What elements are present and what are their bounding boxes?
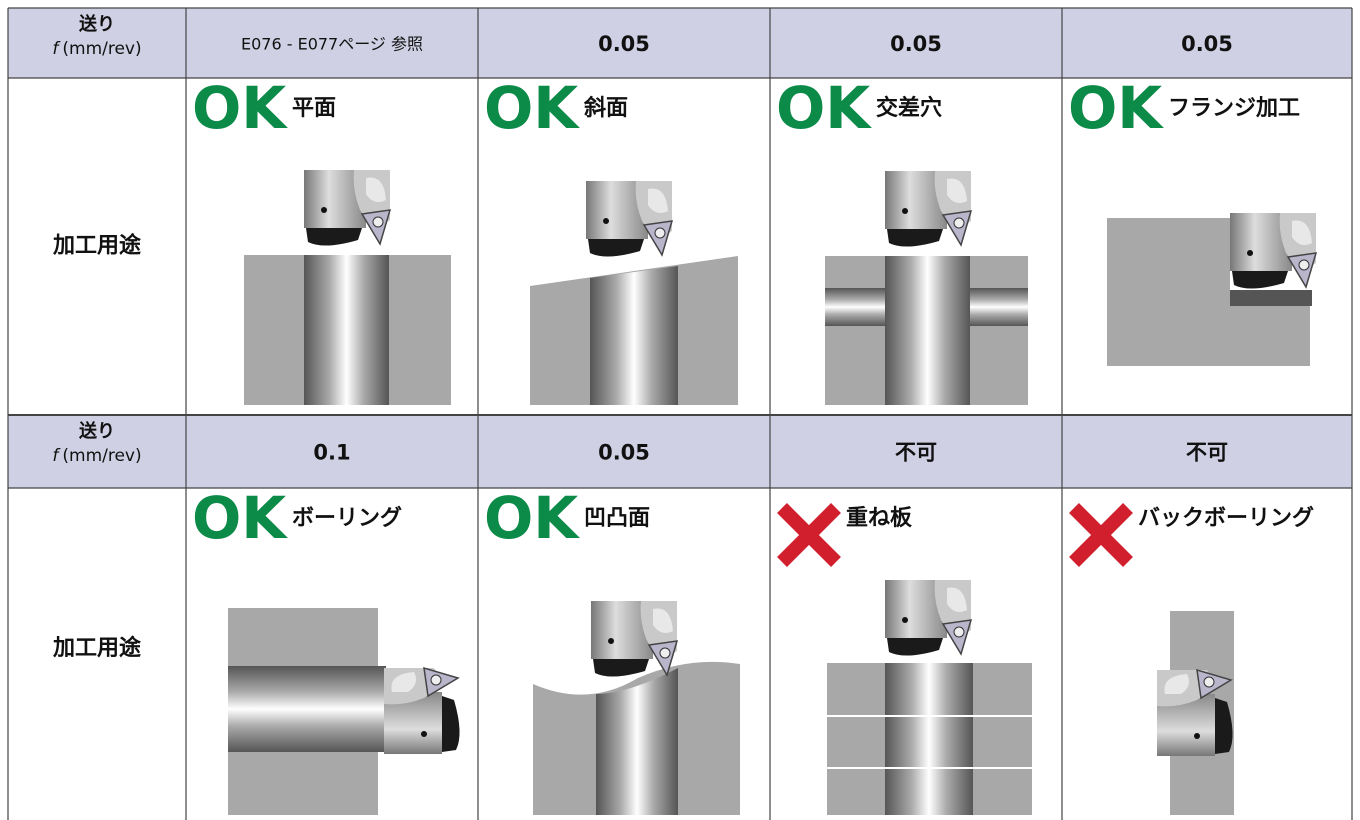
feed-label: 送り [78,13,115,35]
feed-label: 送り [78,420,115,442]
tool-tip [306,228,362,246]
use-label: 平面 [292,96,336,121]
use-label: 凹凸面 [584,506,650,531]
feed-symbol: f [52,446,61,466]
tool-tip [1230,290,1312,306]
illustration [530,181,738,405]
tool-neck-shade [391,672,416,692]
illustration [244,170,451,405]
bore [590,266,678,405]
tool-neck-shade [653,608,673,633]
use-label: 斜面 [583,95,628,121]
tool [591,601,679,677]
bore [885,256,970,405]
tool-hole [608,638,614,644]
tool-neck-shade [947,178,967,203]
tool-tip [1232,271,1288,289]
insert-screw [1203,676,1215,688]
tool-tip [1215,698,1233,754]
illustration [1157,611,1234,815]
feed-unit-text: (mm/rev) [62,446,141,466]
insert-screw [654,227,666,239]
use-label: ボーリング [292,505,402,531]
feed-value: 0.05 [1181,32,1233,56]
illustration [533,601,740,815]
tool-body [1157,694,1215,756]
tool-neck-shade [947,587,967,612]
insert-screw [953,626,965,638]
insert-screw [1298,259,1310,271]
tool [885,171,973,247]
tool-tip [593,659,649,677]
bore [885,663,973,815]
bore [596,668,678,815]
tool-hole [902,617,908,623]
usage-label: 加工用途 [52,233,142,259]
tool-tip [588,239,644,257]
ok-badge: OK [484,484,580,552]
usage-label: 加工用途 [52,635,142,661]
tool [1230,213,1318,289]
tool-neck-shade [366,177,386,202]
tool-hole [321,207,327,213]
insert-screw [430,674,442,686]
header-row [8,415,1352,488]
bore [304,255,389,405]
tool [384,666,460,754]
ok-badge: OK [192,74,288,142]
illustration [827,580,1032,815]
feed-unit-text: (mm/rev) [62,39,141,59]
feed-unit: f (mm/rev) [52,446,141,466]
tool-neck-shade [648,188,668,213]
feed-value: 不可 [895,441,937,465]
insert-screw [372,216,384,228]
feed-value: E076 - E077ページ 参照 [241,35,423,54]
feed-value: 0.05 [890,32,942,56]
bore [228,666,386,752]
insert-screw [953,217,965,229]
ok-badge: OK [484,74,580,142]
tool-tip [887,638,943,656]
ng-cross [777,503,841,567]
ok-badge: OK [776,74,872,142]
use-label: バックボーリング [1138,505,1314,531]
tool-tip [887,229,943,247]
tool-neck-shade [1164,674,1189,694]
ng-cross [1069,503,1133,567]
feed-symbol: f [52,39,61,59]
tool-hole [1247,250,1253,256]
tool [304,170,392,246]
tool-body [384,692,442,754]
tool-hole [902,208,908,214]
use-label: 重ね板 [846,506,913,531]
tool-hole [603,218,609,224]
feed-value: 0.1 [313,441,350,465]
feed-unit: f (mm/rev) [52,39,141,59]
feed-value: 0.05 [598,441,650,465]
use-label: フランジ加工 [1168,96,1300,121]
illustration [825,171,1028,405]
tool-neck-shade [1292,220,1312,245]
tool [586,181,674,257]
tool-hole [1194,733,1200,739]
feed-value: 0.05 [598,32,650,56]
feed-value: 不可 [1186,441,1228,465]
tool-hole [421,731,427,737]
tool-tip [442,696,460,752]
header-row [8,8,1352,78]
illustration [228,608,460,815]
tool [1157,668,1233,756]
ok-badge: OK [192,484,288,552]
tool [885,580,973,656]
ok-badge: OK [1068,74,1164,142]
use-label: 交差穴 [876,95,942,121]
insert-screw [659,647,671,659]
illustration [1107,213,1318,366]
